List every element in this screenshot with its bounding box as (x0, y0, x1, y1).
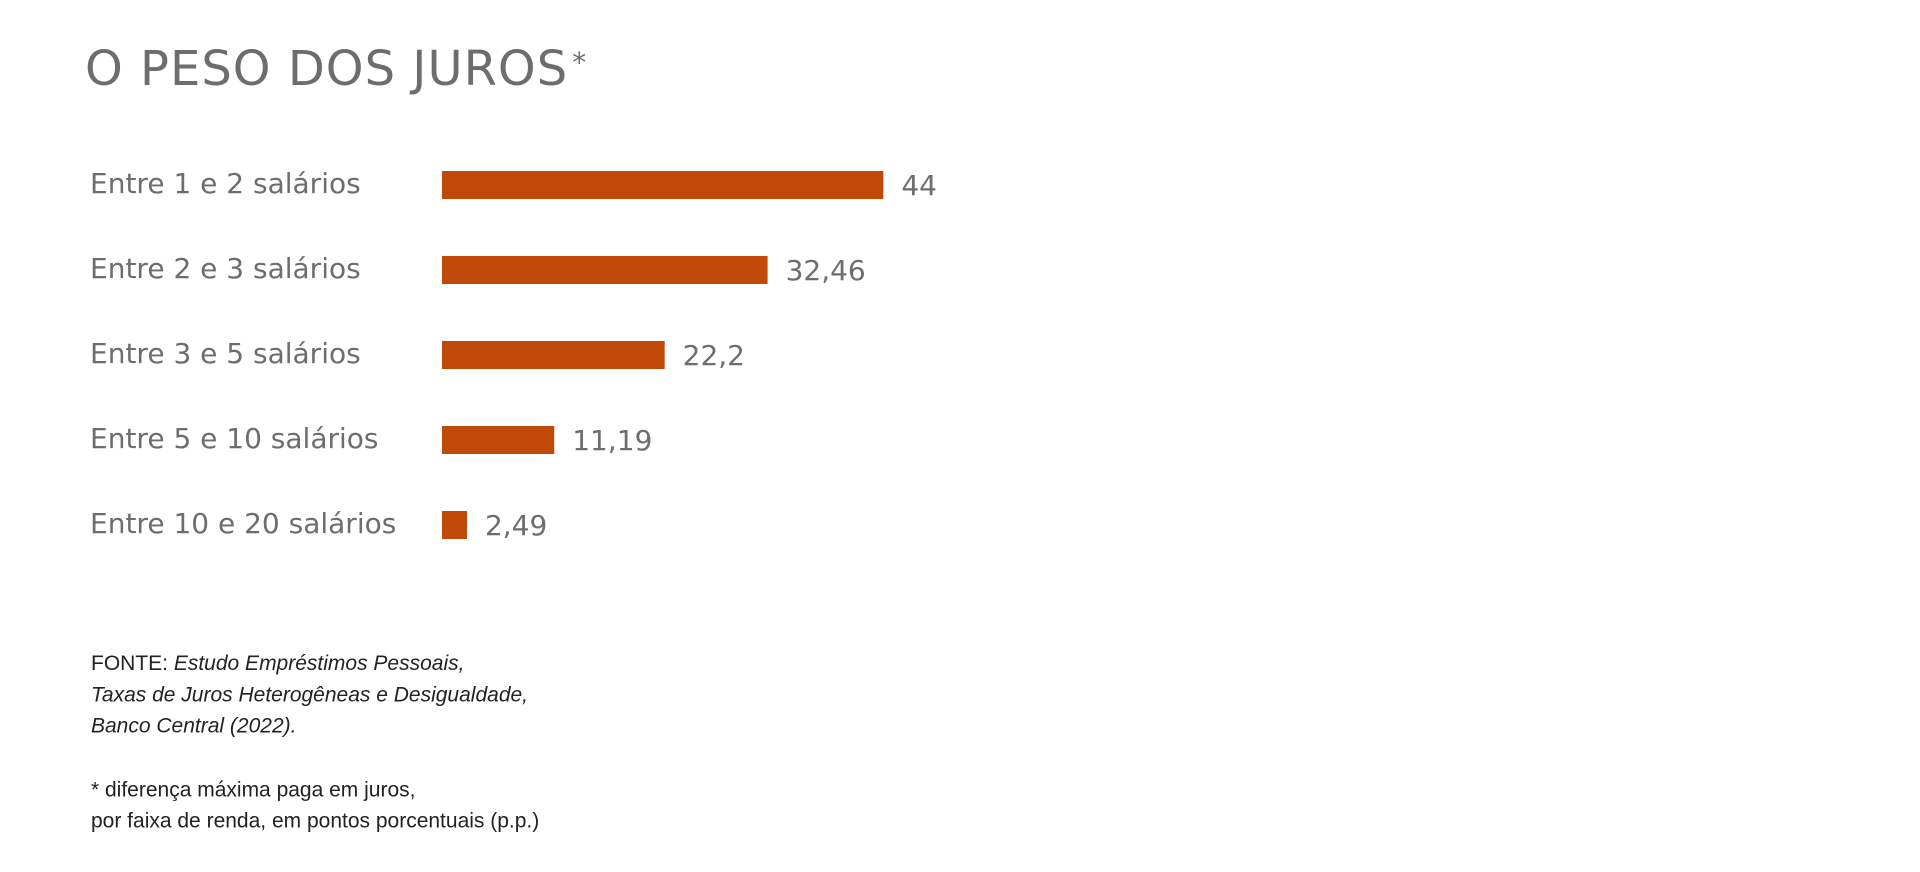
category-label: Entre 10 e 20 salários (90, 507, 396, 540)
bar (442, 426, 555, 454)
bar (442, 256, 768, 284)
category-label: Entre 5 e 10 salários (90, 422, 379, 455)
value-label: 2,49 (485, 509, 547, 542)
source-line: Taxas de Juros Heterogêneas e Desigualda… (91, 684, 528, 707)
bar (442, 171, 884, 199)
value-label: 11,19 (572, 424, 652, 457)
source-line: Banco Central (2022). (91, 715, 296, 738)
category-label: Entre 2 e 3 salários (90, 252, 361, 285)
source-line: Estudo Empréstimos Pessoais, (174, 652, 465, 675)
value-label: 44 (901, 169, 937, 202)
bar (442, 511, 467, 539)
source: FONTE: Estudo Empréstimos Pessoais, (91, 652, 464, 675)
value-label: 22,2 (683, 339, 745, 372)
footnote: * diferença máxima paga em juros, (91, 779, 416, 802)
category-label: Entre 3 e 5 salários (90, 337, 361, 370)
value-label: 32,46 (786, 254, 866, 287)
chart-title: O PESO DOS JUROS (85, 41, 568, 97)
title-asterisk: * (572, 46, 586, 79)
source-label: FONTE: (91, 652, 168, 675)
footnote: por faixa de renda, em pontos porcentuai… (91, 810, 539, 833)
category-label: Entre 1 e 2 salários (90, 167, 361, 200)
bar (442, 341, 665, 369)
